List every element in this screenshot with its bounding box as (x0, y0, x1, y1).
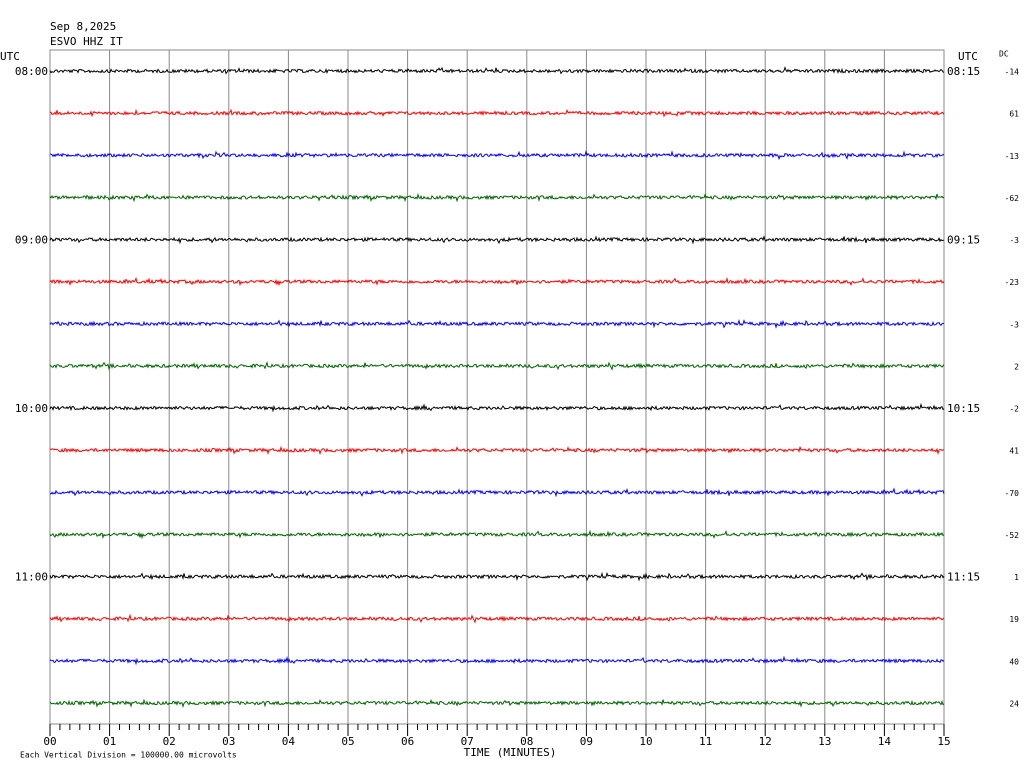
left-time-label: 10:00 (15, 402, 48, 415)
seismic-trace (49, 108, 945, 118)
seismic-trace (49, 487, 945, 498)
seismic-trace (49, 529, 945, 540)
seismic-trace (49, 235, 945, 245)
dc-value: -3 (1009, 320, 1019, 329)
x-tick-label: 03 (222, 735, 235, 748)
dc-label: DC (999, 50, 1009, 59)
dc-value: -14 (1005, 68, 1020, 77)
dc-value: 41 (1009, 447, 1019, 456)
seismic-trace (49, 571, 945, 582)
seismic-trace (49, 698, 945, 708)
left-time-label: 11:00 (15, 571, 48, 584)
x-tick-label: 13 (818, 735, 831, 748)
footnote: Each Vertical Division = 100000.00 micro… (20, 751, 237, 760)
x-tick-label: 12 (759, 735, 772, 748)
x-tick-label: 09 (580, 735, 593, 748)
seismic-trace (49, 445, 945, 456)
dc-value: 1 (1014, 573, 1019, 582)
dc-value: -70 (1005, 489, 1020, 498)
station: ESVO HHZ IT (50, 35, 123, 48)
x-tick-label: 05 (341, 735, 354, 748)
x-tick-label: 02 (163, 735, 176, 748)
x-tick-label: 15 (937, 735, 950, 748)
dc-value: 61 (1009, 110, 1019, 119)
seismic-trace (49, 361, 945, 371)
x-tick-label: 00 (43, 735, 56, 748)
dc-value: 19 (1009, 615, 1019, 624)
dc-value: -13 (1005, 152, 1020, 161)
x-tick-label: 07 (461, 735, 474, 748)
x-tick-label: 08 (520, 735, 533, 748)
seismic-trace (49, 655, 945, 666)
dc-value: -23 (1005, 278, 1020, 287)
seismic-trace (49, 192, 945, 203)
seismic-trace (49, 66, 945, 75)
seismic-trace (49, 318, 944, 329)
dc-value: -2 (1009, 405, 1019, 414)
dc-value: -3 (1009, 236, 1019, 245)
x-tick-label: 11 (699, 735, 712, 748)
right-time-label: 08:15 (947, 65, 980, 78)
date: Sep 8,2025 (50, 20, 116, 33)
x-tick-label: 10 (639, 735, 652, 748)
x-axis-title: TIME (MINUTES) (464, 746, 557, 759)
seismic-trace (49, 402, 945, 413)
left-time-label: 09:00 (15, 234, 48, 247)
dc-value: 40 (1009, 657, 1019, 666)
left-time-label: 08:00 (15, 65, 48, 78)
right-time-label: 10:15 (947, 402, 980, 415)
x-tick-label: 06 (401, 735, 414, 748)
right-time-label: 09:15 (947, 234, 980, 247)
x-tick-label: 04 (282, 735, 296, 748)
seismic-trace (49, 150, 945, 161)
seismic-trace (49, 276, 945, 287)
left-axis-label: UTC (0, 50, 20, 63)
dc-value: 24 (1009, 700, 1019, 709)
x-tick-label: 14 (878, 735, 892, 748)
dc-value: -52 (1005, 531, 1020, 540)
x-tick-label: 01 (103, 735, 116, 748)
dc-value: -62 (1005, 194, 1020, 203)
right-axis-label: UTC (958, 50, 978, 63)
dc-value: 2 (1014, 362, 1019, 371)
seismic-trace (49, 613, 945, 624)
right-time-label: 11:15 (947, 571, 980, 584)
